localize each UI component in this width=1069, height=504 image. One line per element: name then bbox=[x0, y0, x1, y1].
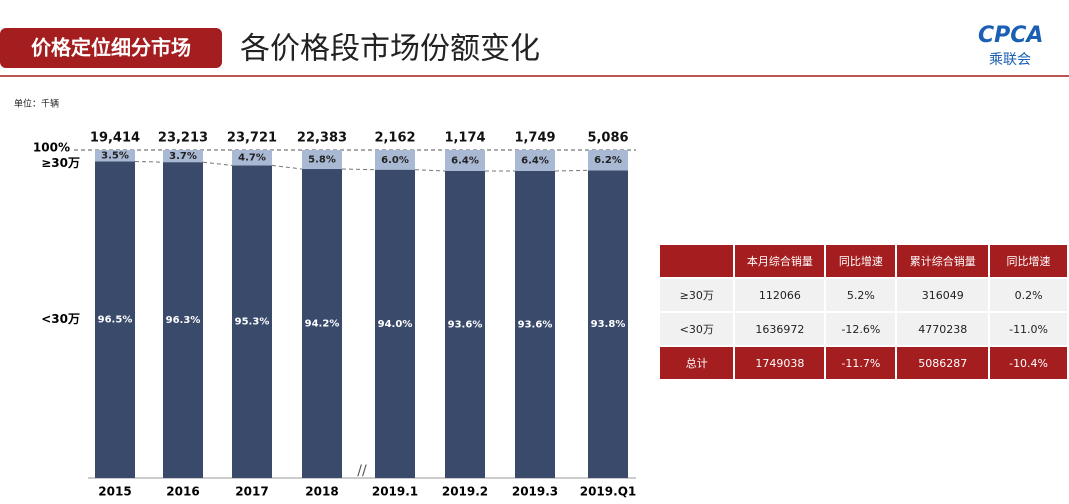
value-label: 6.4% bbox=[451, 155, 479, 166]
bar-segment bbox=[445, 170, 485, 478]
bar-segment bbox=[95, 150, 135, 162]
table-cell: 5086287 bbox=[895, 345, 991, 381]
total-label: 1,174 bbox=[444, 131, 485, 146]
value-label: 94.0% bbox=[378, 319, 413, 330]
total-label: 23,213 bbox=[158, 131, 208, 146]
table-row: 总计 1749038 -11.7% 5086287 -10.4% bbox=[657, 345, 1069, 381]
value-label: 96.5% bbox=[98, 315, 133, 326]
slide-title: 各价格段市场份额变化 bbox=[240, 32, 540, 67]
value-label: 6.4% bbox=[521, 155, 549, 166]
bar-segment bbox=[515, 150, 555, 171]
table-cell: 总计 bbox=[657, 345, 736, 381]
segment-link bbox=[414, 169, 446, 172]
bar-segment bbox=[232, 165, 272, 478]
table-cell: -12.6% bbox=[824, 311, 898, 347]
table-cell: 0.2% bbox=[988, 277, 1069, 313]
table-cell: ≥30万 bbox=[657, 277, 736, 313]
value-label: 6.0% bbox=[381, 155, 409, 166]
legend-label: <30万 bbox=[41, 312, 80, 326]
tag: 价格定位细分市场 bbox=[31, 36, 191, 60]
table-cell bbox=[657, 243, 736, 279]
x-tick-label: 2019.3 bbox=[512, 485, 558, 499]
legend-label: ≥30万 bbox=[41, 156, 80, 170]
table-cell: 1636972 bbox=[733, 311, 827, 347]
value-label: 5.8% bbox=[308, 155, 336, 166]
x-tick-label: 2016 bbox=[166, 485, 199, 499]
total-label: 5,086 bbox=[587, 131, 628, 146]
bar-segment bbox=[445, 150, 485, 171]
logo-sub: 乘联会 bbox=[989, 52, 1031, 68]
table-cell: 4770238 bbox=[895, 311, 991, 347]
table-cell: 5.2% bbox=[824, 277, 898, 313]
x-tick-label: 2015 bbox=[98, 485, 131, 499]
total-label: 19,414 bbox=[90, 131, 140, 146]
x-tick-label: 2018 bbox=[305, 485, 338, 499]
value-label: 95.3% bbox=[235, 317, 270, 328]
bar-segment bbox=[375, 150, 415, 170]
value-label: 93.8% bbox=[591, 319, 626, 330]
table-cell: 同比增速 bbox=[824, 243, 898, 279]
value-label: 3.7% bbox=[169, 151, 197, 162]
bar-segment bbox=[588, 150, 628, 171]
value-label: 96.3% bbox=[166, 315, 201, 326]
total-label: 22,383 bbox=[297, 131, 347, 146]
table-cell: 同比增速 bbox=[988, 243, 1069, 279]
table-cell: 112066 bbox=[733, 277, 827, 313]
table-cell: 316049 bbox=[895, 277, 991, 313]
table-cell: -11.0% bbox=[988, 311, 1069, 347]
value-label: 93.6% bbox=[518, 319, 553, 330]
bar-segment bbox=[95, 161, 135, 479]
bar-segment bbox=[588, 170, 628, 478]
logo: CPCA bbox=[978, 23, 1043, 48]
x-tick-label: 2019.1 bbox=[372, 485, 418, 499]
total-label: 1,749 bbox=[514, 131, 555, 146]
bar-segment bbox=[302, 169, 342, 479]
value-label: 93.6% bbox=[448, 319, 483, 330]
table-cell: -11.7% bbox=[824, 345, 898, 381]
table-cell: -10.4% bbox=[988, 345, 1069, 381]
table-cell: 累计综合销量 bbox=[895, 243, 991, 279]
value-label: 94.2% bbox=[305, 319, 340, 330]
segment-link bbox=[271, 164, 303, 170]
x-tick-label: 2019.Q1 bbox=[580, 485, 637, 499]
bar-segment bbox=[515, 170, 555, 478]
segment-link bbox=[202, 161, 233, 166]
segment-link bbox=[341, 168, 376, 171]
value-label: 4.7% bbox=[238, 153, 266, 164]
table-cell: 1749038 bbox=[733, 345, 827, 381]
table-cell: 本月综合销量 bbox=[733, 243, 827, 279]
axis-break: // bbox=[357, 463, 367, 479]
value-label: 6.2% bbox=[594, 155, 622, 166]
bar-segment bbox=[163, 150, 203, 163]
segment-link bbox=[554, 169, 589, 172]
bar-segment bbox=[302, 150, 342, 170]
tag-box bbox=[0, 28, 222, 68]
bar-segment bbox=[375, 169, 415, 478]
table-cell: <30万 bbox=[657, 311, 736, 347]
table-header: 本月综合销量 同比增速 累计综合销量 同比增速 bbox=[657, 243, 1069, 279]
table-row: ≥30万 112066 5.2% 316049 0.2% bbox=[657, 277, 1069, 313]
x-tick-label: 2017 bbox=[235, 485, 268, 499]
unit: 单位：千辆 bbox=[14, 98, 59, 110]
x-tick-label: 2019.2 bbox=[442, 485, 488, 499]
sales-table: 本月综合销量 同比增速 累计综合销量 同比增速 ≥30万 112066 5.2% 316049… bbox=[657, 243, 1069, 381]
bar-segment bbox=[232, 150, 272, 166]
y-tick-label: 100% bbox=[33, 141, 70, 155]
total-label: 23,721 bbox=[227, 131, 277, 146]
value-label: 3.5% bbox=[101, 151, 129, 162]
segment-link bbox=[134, 160, 164, 163]
table-row: <30万 1636972 -12.6% 4770238 -11.0% bbox=[657, 311, 1069, 347]
bar-segment bbox=[163, 162, 203, 479]
total-label: 2,162 bbox=[374, 131, 415, 146]
